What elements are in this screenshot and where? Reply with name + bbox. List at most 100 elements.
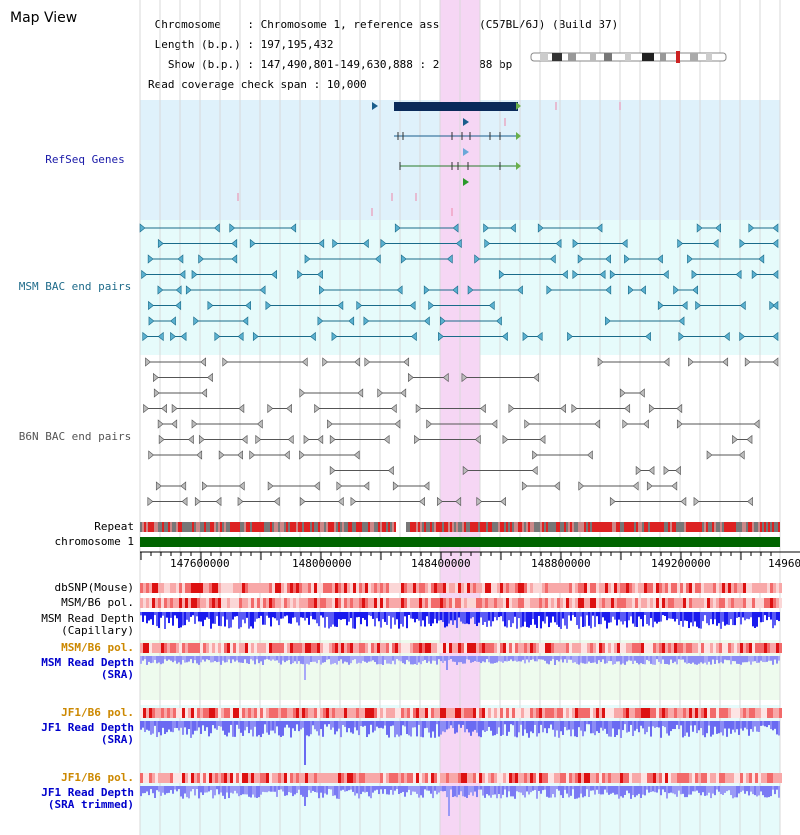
depth-bar [386, 786, 388, 795]
depth-bar [588, 721, 590, 725]
polymorphism-cell [506, 583, 509, 593]
depth-bar [350, 786, 352, 790]
polymorphism-cell [755, 643, 758, 653]
depth-bar [444, 786, 446, 792]
polymorphism-cell [263, 708, 266, 718]
depth-bar [202, 656, 204, 660]
polymorphism-cell [677, 598, 680, 608]
depth-bar [514, 721, 516, 737]
variation-tracks[interactable] [140, 583, 782, 816]
depth-bar [154, 721, 156, 726]
depth-bar [612, 721, 614, 729]
depth-bar [228, 721, 230, 733]
depth-bar [200, 612, 202, 622]
depth-bar [458, 786, 460, 795]
depth-bar [360, 612, 362, 625]
chromosome-bar[interactable] [140, 537, 780, 547]
bac-end-pair [185, 285, 266, 295]
polymorphism-cell [746, 643, 749, 653]
refseq-track-label[interactable]: RefSeq Genes [45, 153, 125, 166]
depth-bar [352, 721, 354, 734]
polymorphism-cell [527, 643, 530, 653]
depth-bar [246, 786, 248, 795]
depth-bar [482, 786, 484, 796]
bac-end-pair [502, 434, 546, 445]
b6n-bac-track-label[interactable]: B6N BAC end pairs [18, 430, 132, 443]
depth-bar [376, 612, 378, 619]
depth-bar [686, 612, 688, 622]
repeat-segment [202, 522, 204, 532]
polymorphism-cell [494, 708, 497, 718]
depth-bar [640, 721, 642, 726]
b6n-bac-end-pairs[interactable] [143, 357, 779, 507]
depth-bar [552, 786, 554, 795]
polymorphism-cell [695, 598, 698, 608]
depth-bar [762, 656, 764, 663]
depth-bar [594, 721, 596, 736]
polymorphism-cell [254, 643, 257, 653]
depth-bar [492, 656, 494, 664]
depth-bar [336, 612, 338, 627]
refseq-genes[interactable] [237, 102, 621, 216]
polymorphism-cell [389, 643, 392, 653]
polymorphism-cell [353, 598, 356, 608]
polymorphism-cell [284, 643, 287, 653]
depth-bar [480, 786, 482, 790]
polymorphism-cell [419, 708, 422, 718]
bac-end-pair [249, 238, 325, 249]
polymorphism-cell [179, 643, 182, 653]
depth-bar [698, 786, 700, 793]
bac-end-pair [332, 238, 369, 249]
depth-bar [712, 786, 714, 794]
depth-bar [424, 612, 426, 627]
bac-end-pair [467, 285, 523, 295]
depth-bar [710, 721, 712, 737]
depth-bar [764, 656, 766, 663]
msm-bac-end-pairs[interactable] [139, 223, 779, 342]
polymorphism-cell [740, 708, 743, 718]
polymorphism-cell [251, 643, 254, 653]
depth-bar [252, 656, 254, 661]
repeat-segment [208, 522, 210, 532]
polymorphism-cell [560, 583, 563, 593]
chromosome-ideogram[interactable] [530, 51, 727, 63]
repeat-segment [158, 522, 160, 532]
polymorphism-cell [584, 708, 587, 718]
msm-bac-track-label[interactable]: MSM BAC end pairs [18, 280, 132, 293]
bac-end-pair [508, 403, 566, 414]
repeat-segment [238, 522, 240, 532]
repeat-segment [590, 522, 592, 532]
depth-bar [270, 786, 272, 792]
depth-bar [638, 612, 640, 617]
depth-bar [370, 656, 372, 662]
polymorphism-cell [467, 643, 470, 653]
polymorphism-cell [761, 598, 764, 608]
depth-bar [316, 612, 318, 624]
polymorphism-cell [722, 773, 725, 783]
polymorphism-cell [728, 583, 731, 593]
repeat-segment [392, 522, 394, 532]
depth-bar [504, 656, 506, 662]
depth-bar [198, 612, 200, 622]
polymorphism-cell [491, 598, 494, 608]
polymorphism-cell [566, 598, 569, 608]
polymorphism-cell [593, 773, 596, 783]
polymorphism-cell [191, 773, 194, 783]
polymorphism-cell [446, 773, 449, 783]
depth-bar [208, 612, 210, 619]
polymorphism-cell [371, 583, 374, 593]
depth-bar [536, 786, 538, 799]
depth-bar [576, 612, 578, 626]
polymorphism-cell [602, 708, 605, 718]
repeat-track-bar[interactable] [140, 522, 780, 532]
repeat-segment [234, 522, 236, 532]
depth-bar [656, 612, 658, 624]
depth-bar [492, 612, 494, 622]
polymorphism-cell [167, 773, 170, 783]
depth-bar [266, 656, 268, 660]
polymorphism-cell [347, 773, 350, 783]
polymorphism-cell [473, 598, 476, 608]
depth-bar [652, 786, 654, 792]
depth-bar [572, 786, 574, 790]
